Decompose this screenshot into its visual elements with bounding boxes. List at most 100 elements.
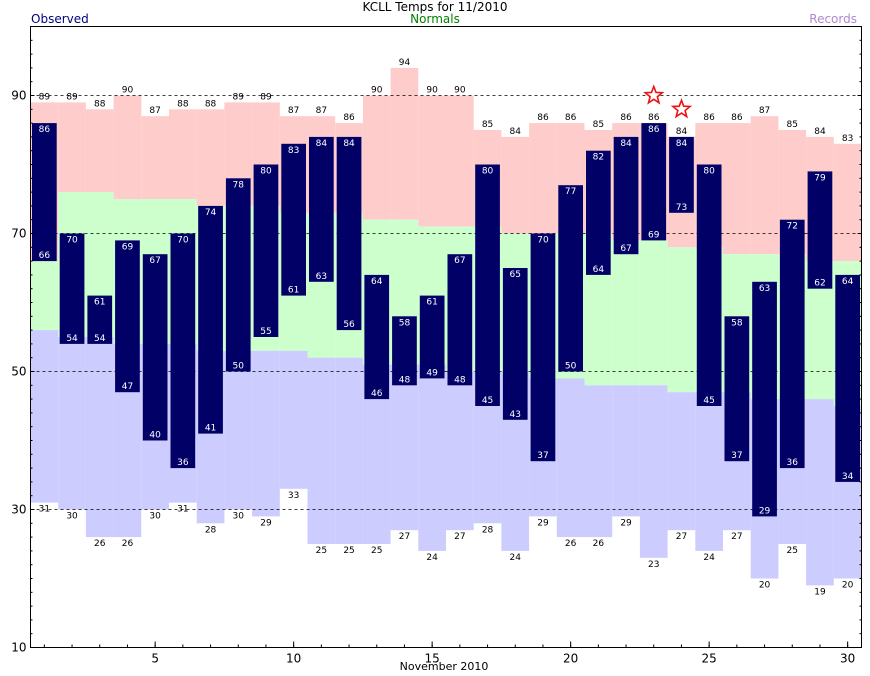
observed-high-label: 84 [676,139,688,149]
record-high-label: 86 [537,113,549,123]
observed-low-label: 45 [482,396,493,406]
observed-high-label: 84 [316,139,328,149]
record-low-band [307,357,336,544]
observed-bar [641,123,667,241]
observed-bar [225,178,251,372]
record-high-band [723,123,751,255]
record-low-label: 24 [510,553,522,563]
observed-bar [364,274,390,400]
observed-low-label: 36 [787,458,799,468]
legend-observed: Observed [31,12,89,26]
y-tick-label: 10 [11,641,26,655]
x-axis-label: November 2010 [399,660,489,673]
record-high-band [501,136,530,234]
record-low-label: 25 [371,546,382,556]
record-high-label: 89 [260,92,272,102]
observed-low-label: 67 [620,244,631,254]
y-tick-label: 90 [11,89,26,103]
record-low-label: 24 [426,553,438,563]
record-low-band [85,337,114,538]
observed-bar [835,274,860,482]
observed-bar [447,254,473,386]
record-low-label: 31 [39,505,50,515]
record-high-band [196,109,225,206]
observed-low-label: 37 [731,451,742,461]
observed-low-label: 63 [316,272,327,282]
observed-bar [115,240,140,393]
observed-low-label: 34 [842,472,854,482]
legend-normals: Normals [410,12,460,26]
record-high-label: 87 [288,106,299,116]
observed-bar [392,316,417,386]
record-low-label: 30 [66,512,78,522]
record-high-label: 89 [39,92,51,102]
record-high-label: 90 [426,86,438,96]
observed-high-label: 77 [565,187,576,197]
observed-high-label: 84 [343,139,355,149]
observed-high-label: 64 [371,277,383,287]
observed-low-label: 54 [94,334,106,344]
observed-low-label: 40 [149,431,161,441]
y-tick-label: 30 [11,503,26,517]
normal-band [612,240,640,386]
observed-high-label: 86 [648,125,660,135]
record-low-band [418,364,446,551]
observed-low-label: 64 [593,265,605,275]
record-high-label: 88 [177,99,189,109]
observed-high-label: 65 [510,270,521,280]
observed-low-label: 37 [537,451,548,461]
record-low-label: 26 [94,539,106,549]
record-high-band [113,95,142,199]
observed-bar [336,136,362,331]
record-high-band [362,95,391,220]
record-high-label: 86 [703,113,715,123]
x-tick-label: 20 [563,652,578,666]
record-high-label: 86 [343,113,355,123]
record-low-label: 28 [205,525,217,535]
record-high-band [446,95,474,227]
observed-bar [253,164,279,337]
observed-bar [87,295,113,344]
observed-high-label: 64 [842,277,854,287]
record-stars [643,84,693,119]
record-low-label: 29 [620,518,632,528]
x-tick-label: 10 [286,652,301,666]
record-high-label: 84 [510,127,522,137]
observed-high-label: 67 [149,256,160,266]
observed-bar [558,185,583,372]
record-low-band [667,392,696,531]
record-high-label: 90 [454,86,466,96]
observed-high-label: 70 [66,236,78,246]
observed-bar [198,205,223,434]
record-low-band [695,392,723,551]
observed-bar [419,295,445,379]
observed-low-label: 69 [648,230,660,240]
observed-low-label: 43 [510,410,521,420]
record-low-label: 26 [122,539,134,549]
observed-low-label: 46 [371,389,383,399]
record-star-icon [670,98,693,119]
record-low-label: 30 [233,512,245,522]
record-high-label: 89 [233,92,245,102]
record-low-label: 27 [676,532,687,542]
observed-low-label: 62 [814,279,825,289]
observed-bar [170,233,196,469]
observed-high-label: 82 [593,153,604,163]
record-low-label: 20 [842,581,854,591]
record-high-band [833,143,862,262]
grid-lines [30,95,862,510]
observed-bar [724,316,750,462]
record-high-label: 86 [731,113,743,123]
record-high-label: 88 [94,99,106,109]
observed-bar [309,136,334,282]
normal-band [667,247,696,393]
record-high-label: 90 [122,86,134,96]
observed-high-label: 58 [731,318,743,328]
record-low-label: 23 [648,560,659,570]
observed-bar [281,143,306,296]
record-high-label: 89 [66,92,78,102]
record-low-band [446,371,474,531]
observed-low-label: 29 [759,506,771,516]
record-low-label: 28 [482,525,494,535]
